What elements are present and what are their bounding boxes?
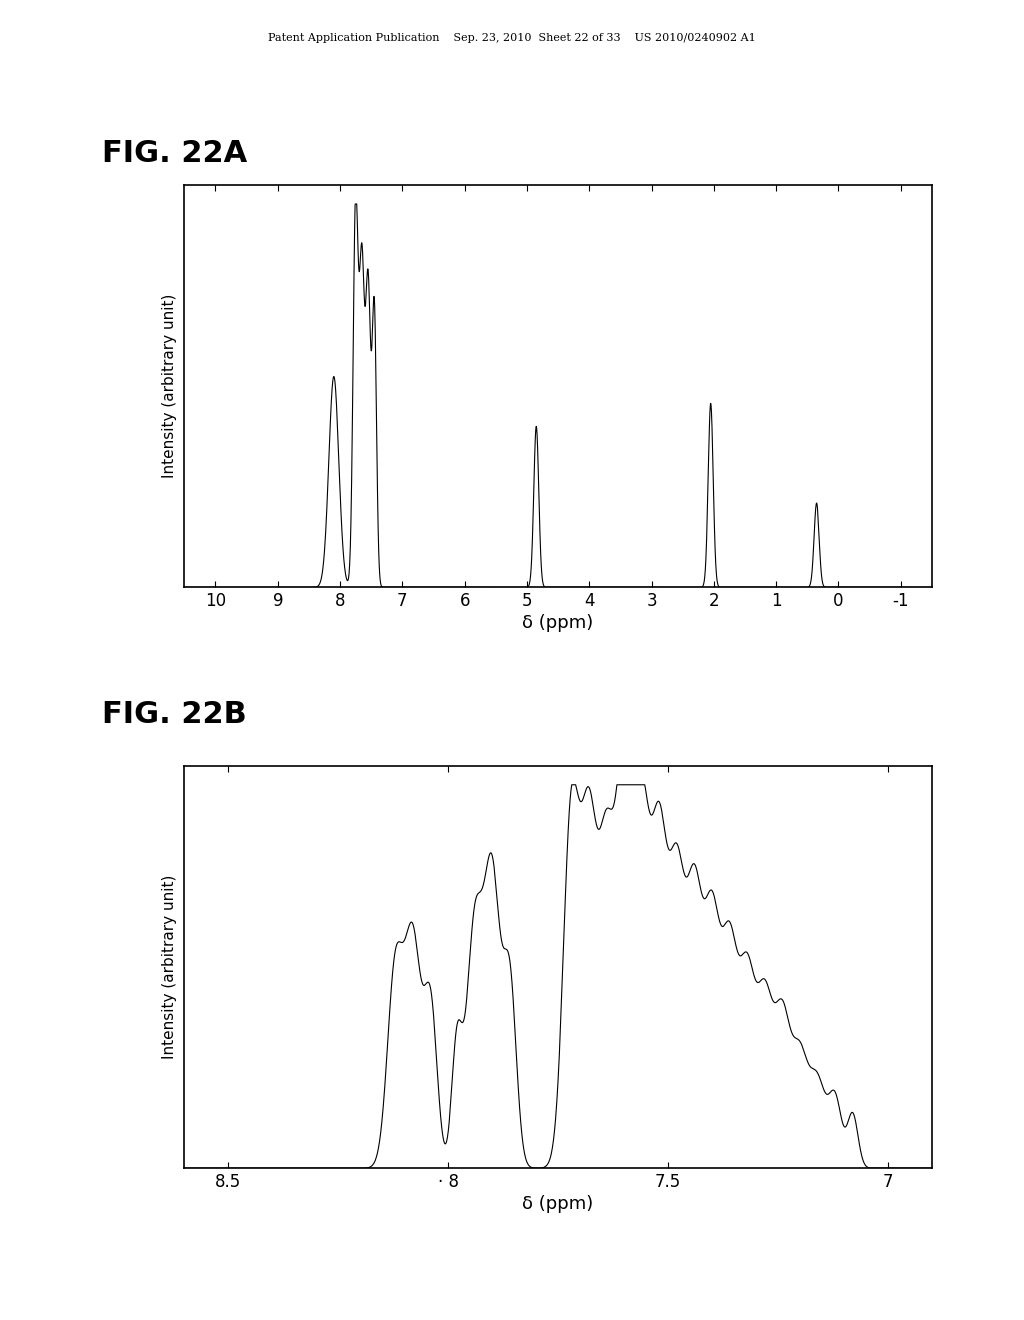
Y-axis label: Intensity (arbitrary unit): Intensity (arbitrary unit) bbox=[163, 294, 177, 478]
Text: Patent Application Publication    Sep. 23, 2010  Sheet 22 of 33    US 2010/02409: Patent Application Publication Sep. 23, … bbox=[268, 33, 756, 44]
Text: FIG. 22B: FIG. 22B bbox=[102, 700, 247, 729]
Text: FIG. 22A: FIG. 22A bbox=[102, 139, 248, 168]
X-axis label: δ (ppm): δ (ppm) bbox=[522, 1195, 594, 1213]
X-axis label: δ (ppm): δ (ppm) bbox=[522, 614, 594, 632]
Y-axis label: Intensity (arbitrary unit): Intensity (arbitrary unit) bbox=[163, 875, 177, 1059]
